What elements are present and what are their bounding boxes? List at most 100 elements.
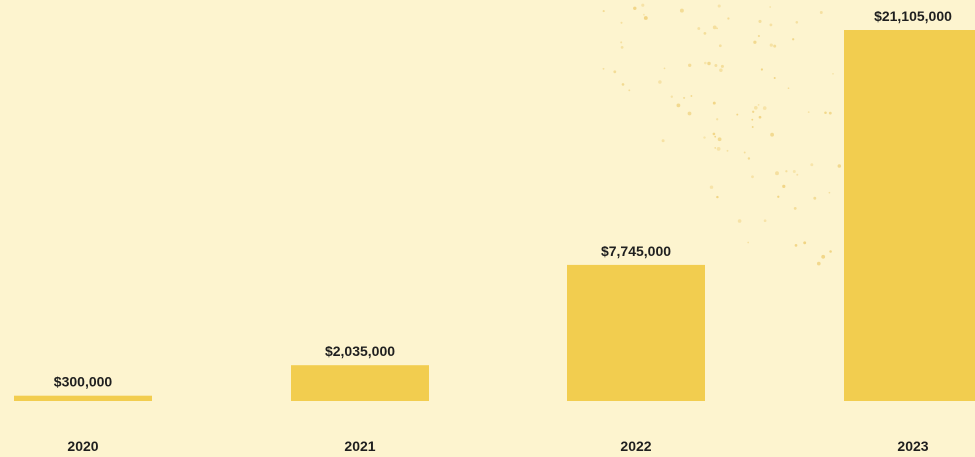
decorative-dot: [620, 41, 623, 44]
category-label-2023: 2023: [897, 438, 928, 454]
decorative-dot: [743, 151, 746, 154]
decorative-dot: [658, 80, 662, 84]
decorative-dot: [661, 139, 665, 143]
decorative-dot: [714, 64, 718, 67]
value-label-2020: $300,000: [54, 374, 113, 390]
decorative-dot: [633, 6, 637, 10]
decorative-dot: [824, 111, 827, 114]
bar-2020: [14, 395, 152, 401]
decorative-dot: [816, 261, 821, 266]
decorative-dot: [752, 110, 755, 113]
decorative-dot: [709, 185, 714, 189]
decorative-dot: [747, 241, 750, 244]
decorative-dot: [726, 149, 729, 152]
decorative-dot: [717, 4, 721, 8]
decorative-dot: [769, 6, 772, 8]
category-label-2020: 2020: [67, 438, 98, 454]
decorative-dot: [773, 44, 777, 48]
decorative-dot: [792, 170, 796, 173]
decorative-dot: [714, 147, 717, 149]
decorative-dot: [620, 46, 624, 49]
decorative-dot: [704, 61, 707, 65]
decorative-dot: [747, 157, 751, 160]
decorative-dot: [697, 27, 701, 30]
decorative-dot: [736, 113, 739, 116]
decorative-dot: [753, 40, 757, 44]
decorative-dot: [670, 95, 673, 98]
decorative-dot: [716, 27, 718, 30]
value-label-2023: $21,105,000: [874, 8, 952, 24]
decorative-dot: [794, 244, 798, 247]
decorative-dot: [687, 111, 692, 116]
decorative-dot: [628, 89, 631, 92]
decorative-dot: [712, 25, 717, 30]
decorative-dot: [795, 21, 799, 24]
decorative-dot: [796, 173, 799, 176]
decorative-dot: [763, 219, 767, 223]
decorative-dot: [620, 21, 623, 24]
value-labels-group: $300,000 $2,035,000 $7,745,000 $21,105,000: [54, 8, 952, 390]
decorative-dot: [641, 3, 645, 7]
decorative-dot: [758, 115, 762, 119]
bar-2021: [291, 365, 429, 401]
decorative-dot: [717, 137, 722, 142]
decorative-dot: [769, 43, 773, 47]
decorative-dot: [679, 8, 684, 13]
decorative-dot: [777, 195, 780, 198]
decorative-dot: [782, 184, 786, 188]
decorative-dot: [690, 95, 693, 97]
decorative-dot: [758, 19, 762, 23]
decorative-dot: [714, 135, 717, 138]
bar-2023: [844, 30, 975, 401]
decorative-dot-pattern: [602, 3, 855, 266]
decorative-dot: [757, 104, 760, 106]
decorative-dot: [828, 191, 831, 194]
decorative-dot: [751, 175, 754, 179]
decorative-dot: [828, 111, 832, 115]
decorative-dot: [775, 171, 779, 176]
decorative-dot: [737, 219, 742, 223]
decorative-dot: [760, 68, 763, 71]
bars-group: [14, 30, 975, 401]
value-label-2021: $2,035,000: [325, 343, 395, 359]
decorative-dot: [712, 101, 716, 105]
decorative-dot: [716, 195, 719, 199]
decorative-dot: [757, 34, 761, 38]
decorative-dot: [769, 23, 773, 27]
decorative-dot: [703, 32, 707, 35]
decorative-dot: [751, 118, 754, 121]
decorative-dot: [773, 77, 776, 79]
category-label-2021: 2021: [344, 438, 375, 454]
decorative-dot: [716, 147, 721, 151]
decorative-dot: [785, 170, 788, 173]
decorative-dot: [762, 106, 767, 110]
decorative-dot: [770, 132, 774, 137]
decorative-dot: [803, 241, 807, 245]
decorative-dot: [602, 67, 605, 70]
decorative-dot: [602, 10, 605, 13]
decorative-dot: [810, 163, 814, 167]
category-labels-group: 2020 2021 2022 2023: [67, 438, 928, 454]
decorative-dot: [751, 126, 754, 128]
bar-2022: [567, 264, 705, 401]
decorative-dot: [643, 13, 645, 16]
decorative-dot: [688, 63, 692, 67]
decorative-dot: [621, 83, 625, 86]
decorative-dot: [792, 38, 795, 41]
decorative-dot: [663, 67, 666, 70]
decorative-dot: [754, 106, 758, 110]
category-label-2022: 2022: [620, 438, 651, 454]
decorative-dot: [807, 111, 810, 113]
decorative-dot: [819, 11, 823, 14]
decorative-dot: [837, 164, 842, 168]
decorative-dot: [720, 64, 724, 68]
decorative-dot: [821, 254, 826, 259]
decorative-dot: [719, 68, 723, 73]
decorative-dot: [718, 44, 722, 48]
decorative-dot: [727, 17, 730, 20]
value-label-2022: $7,745,000: [601, 243, 671, 259]
decorative-dot: [832, 72, 834, 75]
decorative-dot: [703, 136, 706, 139]
decorative-dot: [787, 87, 790, 90]
